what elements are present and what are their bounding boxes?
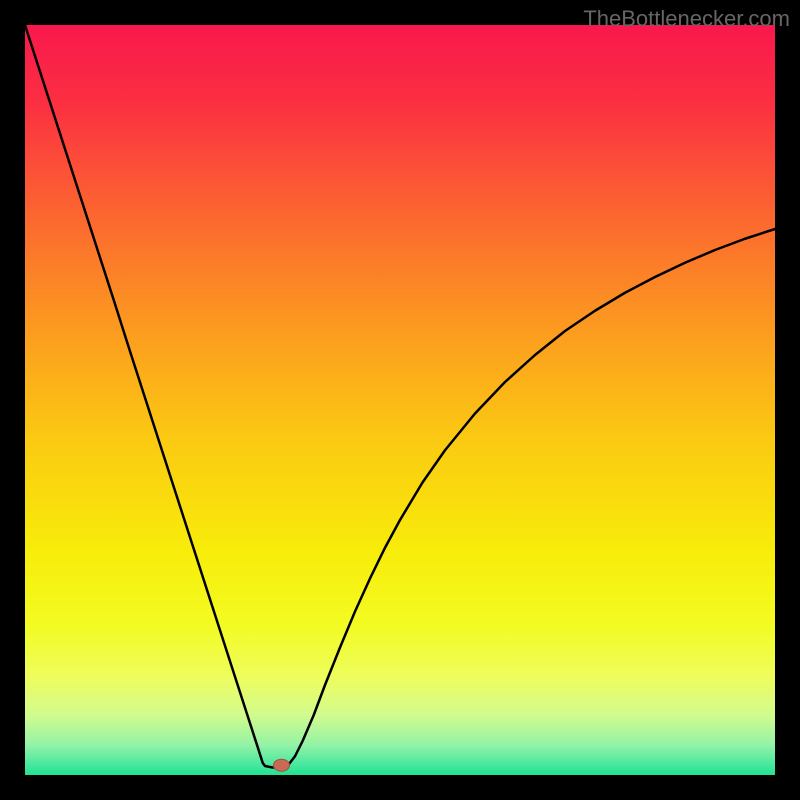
chart-frame: TheBottlenecker.com <box>0 0 800 800</box>
plot-background <box>25 25 775 775</box>
watermark-text: TheBottlenecker.com <box>583 6 790 32</box>
border-bottom <box>0 775 800 800</box>
border-right <box>775 0 800 800</box>
optimal-point-marker <box>274 759 290 771</box>
border-left <box>0 0 25 800</box>
chart-svg <box>0 0 800 800</box>
